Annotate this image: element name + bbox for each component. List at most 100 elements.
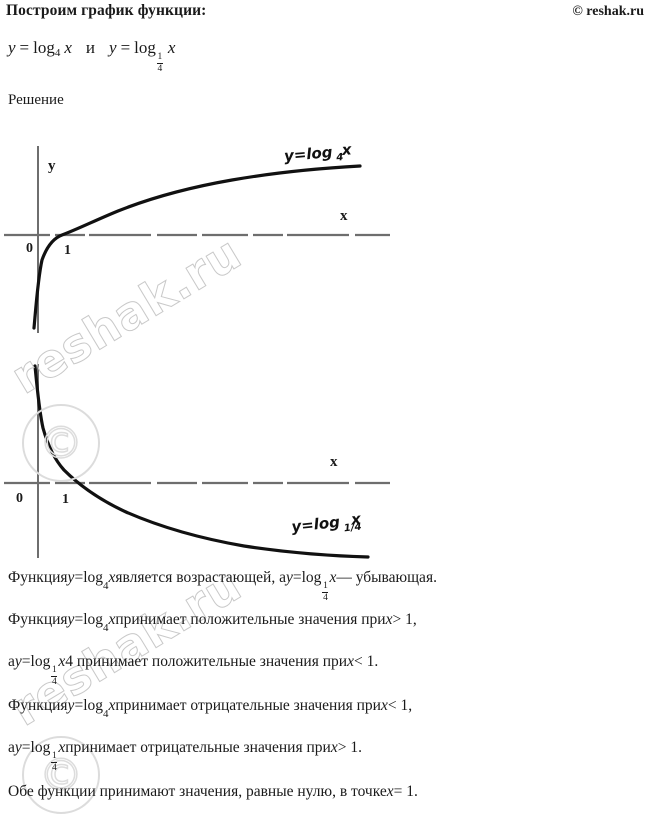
conclusion-line: Функция y = log4 x является возрастающей… [8,569,437,602]
x-axis-label: x [340,208,348,224]
formula-equals-2: = [120,38,131,57]
fraction-bar [322,592,329,593]
math-variable: y [67,697,75,714]
conclusion-line: Обе функции принимают значения, равные н… [8,784,418,800]
fraction-denominator: 4 [51,762,57,773]
graph-log-base-one-quarter: x 0 1 y=log 1/4 x [0,348,420,563]
conclusion-line: Функция y = log4 x принимает положительн… [8,611,417,635]
sentence-text: принимает отрицательные значения при [115,697,381,714]
log-subscript-4: 4 [103,708,109,721]
math-variable: x [108,611,116,628]
header-row: Построим график функции: © reshak.ru [6,2,644,20]
sentence-text: < 1, [387,697,413,714]
math-variable: x [380,697,388,714]
solution-heading: Решение [8,92,64,108]
origin-label-2: 0 [16,491,23,506]
formula-equals-1: = [19,38,30,57]
log-word: log [83,611,103,628]
math-variable: x [347,653,354,670]
problem-formula: y = log 4 x и y = log 1 4 x [8,38,176,73]
fraction-denominator: 4 [157,63,163,74]
curve-annotation-group-2: y=log 1/4 x [291,509,363,536]
formula-log-2: log [134,38,156,57]
fraction-numerator: 1 [157,52,163,62]
math-variable: x [108,697,116,714]
sentence-text: Функция [8,611,68,628]
sentence-text: Функция [8,697,68,714]
math-variable: x [385,611,393,628]
sentence-text: = [21,653,31,670]
curve-label-suffix: x [340,140,354,159]
math-variable: x [386,783,394,800]
sentence-text: является возрастающей, а [115,569,286,586]
sentence-text: = [74,611,84,628]
formula-y-1: y [8,38,16,57]
sentence-text: а [8,739,15,756]
curve-label-prefix: y=log [283,143,333,165]
copyright-notice: © reshak.ru [572,4,644,19]
math-variable: x [108,569,116,586]
curve-label-base: 4 [335,152,344,164]
sentence-text: = 1. [393,783,418,800]
math-variable: x [330,739,338,756]
log-base-4: log4 [83,698,109,721]
fraction-numerator: 1 [323,581,328,591]
sentence-text: принимает положительные значения при [115,611,386,628]
log-word: log [30,739,51,756]
conclusion-line: Функция y = log4 x принимает отрицательн… [8,697,413,721]
log-base-one-quarter: log 1 4 [30,653,59,686]
log-base-4: log4 [83,569,109,593]
log-base-4: log4 [83,611,109,635]
curve-label-prefix-2: y=log [291,513,341,536]
sentence-text: = [74,569,84,586]
log-word: log [83,569,103,586]
log-subscript-4: 4 [103,622,109,635]
log-subscript-4: 4 [103,580,109,593]
log-base-one-quarter: log 1 4 [301,569,330,602]
conclusion-line: а y = log 1 4 x 4 принимает положительные … [8,653,379,686]
formula-x-1: x [64,38,72,57]
sentence-text: 4 принимает положительные значения при [65,653,348,670]
fraction-denominator: 4 [323,592,328,603]
fraction-numerator: 1 [51,665,57,675]
math-variable: y [67,569,75,586]
log-word: log [30,653,51,670]
sentence-text: Обе функции принимают значения, равные н… [8,783,387,800]
x-axis-label-2: x [330,454,338,470]
sentence-text: а [8,653,15,670]
formula-base-one-quarter: 1 4 [156,52,163,74]
log-base-one-quarter: log 1 4 [30,739,59,772]
tick-label-one: 1 [64,243,71,258]
sentence-text: = [292,569,302,586]
math-variable: x [58,739,66,756]
page-title: Построим график функции: [6,2,207,19]
graph-svg-increasing: y x 0 1 y=log 4 x [4,140,390,333]
formula-log-1: log [33,38,55,57]
sentence-text: = [21,739,31,756]
math-variable: y [285,569,293,586]
fraction-denominator: 4 [51,676,57,687]
log-word: log [301,569,322,586]
math-variable: x [329,569,337,586]
conclusion-line: а y = log 1 4 x принимает отрицательные зн… [8,739,362,772]
formula-conjunction: и [85,38,96,57]
curve-annotation-group: y=log 4 x [283,140,354,165]
formula-x-2: x [167,38,176,57]
math-variable: x [58,653,66,670]
formula-y-2: y [109,38,117,57]
curve-label-suffix-2: x [349,509,363,528]
sentence-text: > 1, [392,611,417,628]
sentence-text: < 1. [353,653,379,670]
math-variable: y [67,611,75,628]
curve-label-base-2: 1/4 [343,522,362,535]
sentence-text: — убывающая. [336,569,437,586]
fraction-bar [51,762,58,763]
graph-svg-decreasing: x 0 1 y=log 1/4 x [4,364,390,559]
tick-label-one-2: 1 [62,492,69,507]
y-axis-label: y [48,158,56,174]
math-variable: y [14,653,22,670]
fraction-bar [156,63,163,64]
